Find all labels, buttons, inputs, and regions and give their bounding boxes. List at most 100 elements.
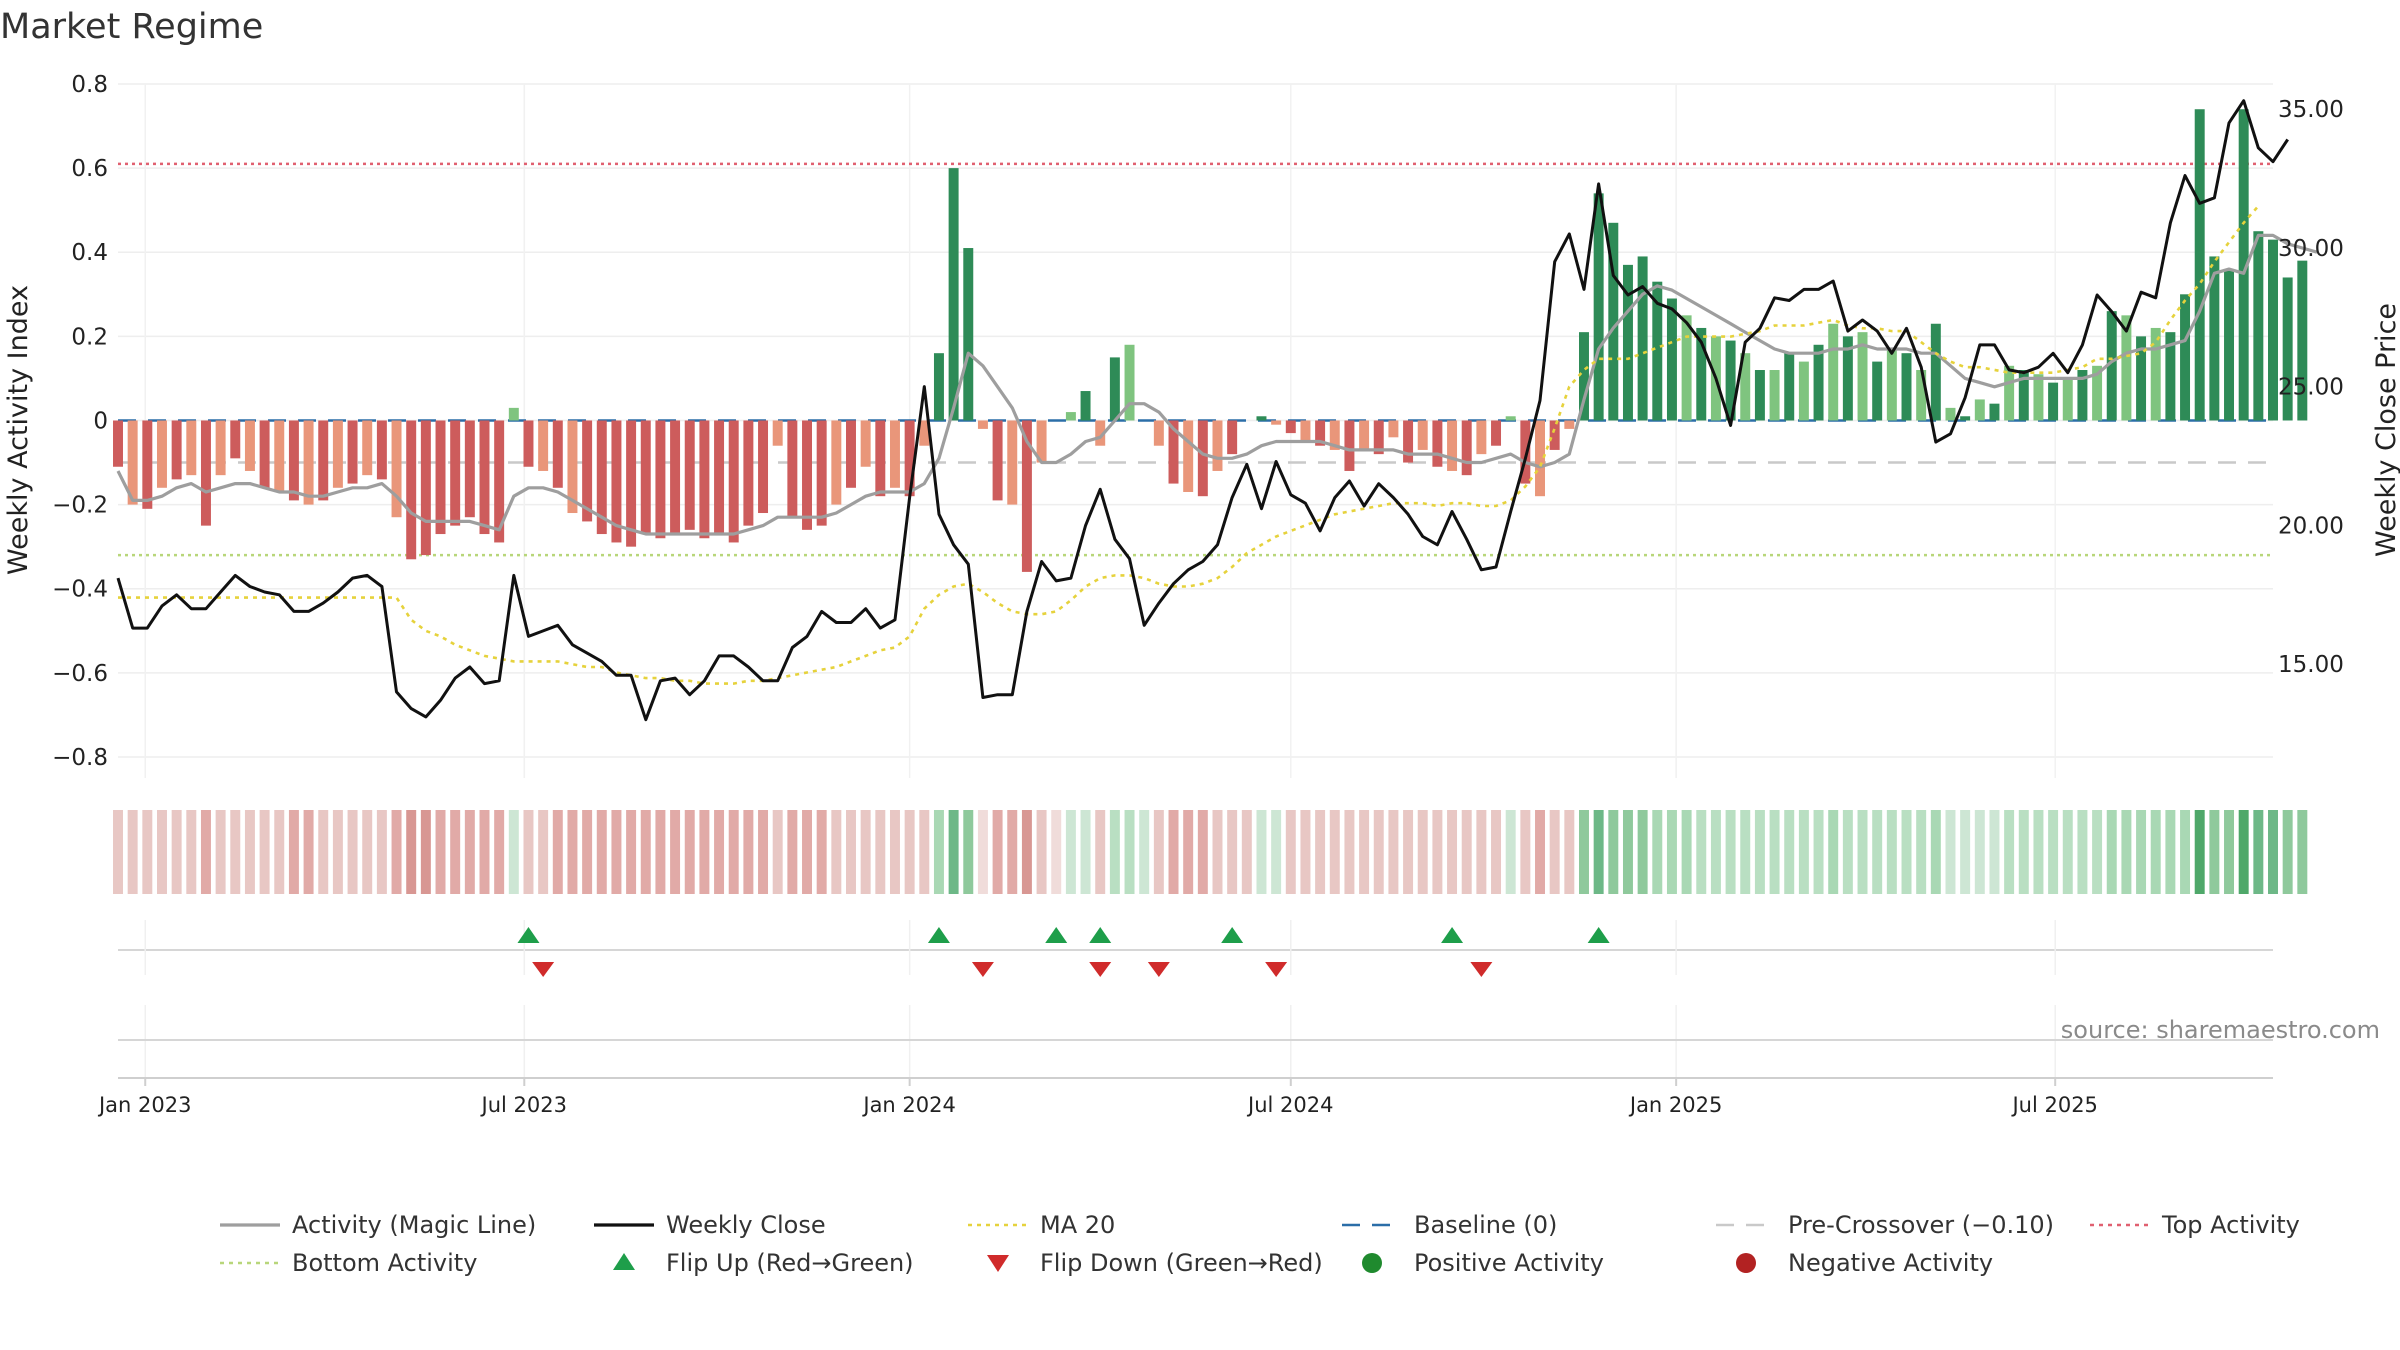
flip-down-marker bbox=[1470, 962, 1493, 977]
legend-item: Top Activity bbox=[2090, 1211, 2300, 1239]
regime-strip-cell bbox=[567, 810, 578, 894]
flip-up-marker bbox=[1221, 927, 1244, 943]
activity-bar bbox=[2092, 365, 2103, 421]
regime-strip-cell bbox=[1153, 810, 1164, 894]
regime-strip-cell bbox=[1417, 810, 1428, 894]
activity-bar bbox=[1696, 327, 1707, 421]
regime-strip-cell bbox=[362, 810, 373, 894]
regime-strip-cell bbox=[1036, 810, 1047, 894]
activity-bar bbox=[1520, 420, 1531, 484]
activity-bar bbox=[1916, 370, 1927, 421]
regime-strip-cell bbox=[1945, 810, 1956, 894]
regime-strip-cell bbox=[347, 810, 358, 894]
activity-bar bbox=[2209, 256, 2220, 421]
legend-label: Pre-Crossover (−0.10) bbox=[1788, 1211, 2054, 1239]
regime-strip-cell bbox=[802, 810, 812, 894]
activity-bar bbox=[244, 420, 255, 471]
regime-strip-cell bbox=[2165, 810, 2176, 894]
legend-label: Negative Activity bbox=[1788, 1249, 1993, 1277]
flip-up-marker bbox=[1441, 927, 1464, 943]
regime-strip-cell bbox=[1447, 810, 1458, 894]
activity-bar bbox=[1681, 315, 1692, 421]
activity-bar bbox=[626, 420, 637, 547]
regime-strip-cell bbox=[113, 810, 123, 894]
regime-strip-cell bbox=[244, 810, 255, 894]
activity-bar bbox=[523, 420, 534, 467]
flip-down-marker bbox=[971, 962, 994, 977]
activity-bar bbox=[362, 420, 373, 476]
activity-bar bbox=[728, 420, 739, 543]
regime-strip-cell bbox=[303, 810, 314, 894]
regime-strip-cell bbox=[1740, 810, 1751, 894]
regime-strip-cell bbox=[1344, 810, 1355, 894]
activity-bar bbox=[582, 420, 593, 522]
regime-strip-cell bbox=[1989, 810, 2000, 894]
regime-strip-cell bbox=[156, 810, 167, 894]
regime-strip-cell bbox=[1872, 810, 1883, 894]
legend-label: Activity (Magic Line) bbox=[292, 1211, 536, 1239]
activity-bar bbox=[2180, 294, 2191, 421]
regime-strip-cell bbox=[1916, 810, 1927, 894]
regime-strip-cell bbox=[640, 810, 651, 894]
y-right-tick-label: 30.00 bbox=[2278, 236, 2344, 262]
regime-strip-cell bbox=[2092, 810, 2103, 894]
activity-bar bbox=[919, 420, 930, 446]
flip-down-marker bbox=[1147, 962, 1170, 977]
flip-down-marker bbox=[532, 962, 555, 977]
regime-strip-cell bbox=[2268, 810, 2278, 894]
regime-strip-cell bbox=[992, 810, 1003, 894]
y-left-tick-label: 0.4 bbox=[71, 240, 108, 266]
activity-bar bbox=[1197, 420, 1208, 497]
y-left-tick-label: 0 bbox=[93, 408, 108, 434]
regime-strip-cell bbox=[1021, 810, 1032, 894]
regime-strip-cell bbox=[1593, 810, 1604, 894]
activity-bars bbox=[113, 109, 2308, 572]
regime-strip-cell bbox=[2004, 810, 2015, 894]
activity-bar bbox=[1432, 420, 1443, 467]
regime-strip-cell bbox=[1315, 810, 1326, 894]
activity-bar bbox=[1652, 281, 1663, 421]
regime-strip-cell bbox=[1637, 810, 1648, 894]
activity-bar bbox=[1784, 353, 1795, 421]
activity-bar bbox=[1461, 420, 1472, 476]
activity-bar bbox=[127, 420, 138, 505]
regime-strip-cell bbox=[1564, 810, 1575, 894]
regime-strip-cell bbox=[1798, 810, 1809, 894]
magic-line bbox=[116, 233, 2318, 536]
activity-bar bbox=[274, 420, 285, 492]
activity-bar bbox=[1021, 420, 1032, 572]
regime-strip-cell bbox=[1960, 810, 1971, 894]
x-tick-label: Jan 2024 bbox=[861, 1093, 956, 1117]
regime-strip-cell bbox=[1065, 810, 1076, 894]
activity-bar bbox=[1960, 416, 1971, 421]
activity-bar bbox=[2004, 365, 2015, 421]
activity-bar bbox=[1666, 298, 1677, 421]
activity-bar bbox=[1740, 353, 1751, 421]
x-tick-label: Jan 2023 bbox=[97, 1093, 192, 1117]
activity-bar bbox=[1505, 416, 1516, 421]
regime-strip-cell bbox=[1256, 810, 1267, 894]
activity-bar bbox=[1227, 420, 1238, 455]
activity-bar bbox=[113, 420, 123, 467]
regime-strip-cell bbox=[1403, 810, 1414, 894]
regime-strip-cell bbox=[435, 810, 446, 894]
threshold-lines bbox=[118, 162, 2273, 557]
regime-strip-cell bbox=[977, 810, 988, 894]
regime-strip-cell bbox=[538, 810, 549, 894]
activity-bar bbox=[2224, 269, 2235, 421]
activity-bar bbox=[2268, 239, 2278, 421]
activity-bar bbox=[1769, 370, 1780, 421]
activity-bar bbox=[655, 420, 666, 539]
regime-strip-cell bbox=[1710, 810, 1721, 894]
activity-bar bbox=[1447, 420, 1458, 471]
activity-bar bbox=[1476, 420, 1487, 455]
flip-up-marker bbox=[1045, 927, 1068, 943]
regime-strip-cell bbox=[699, 810, 710, 894]
activity-bar bbox=[2136, 336, 2147, 421]
y-right-tick-label: 15.00 bbox=[2278, 652, 2344, 678]
activity-bar bbox=[215, 420, 226, 476]
regime-strip-cell bbox=[904, 810, 915, 894]
regime-strip-cell bbox=[787, 810, 798, 894]
activity-bar bbox=[2194, 109, 2205, 421]
